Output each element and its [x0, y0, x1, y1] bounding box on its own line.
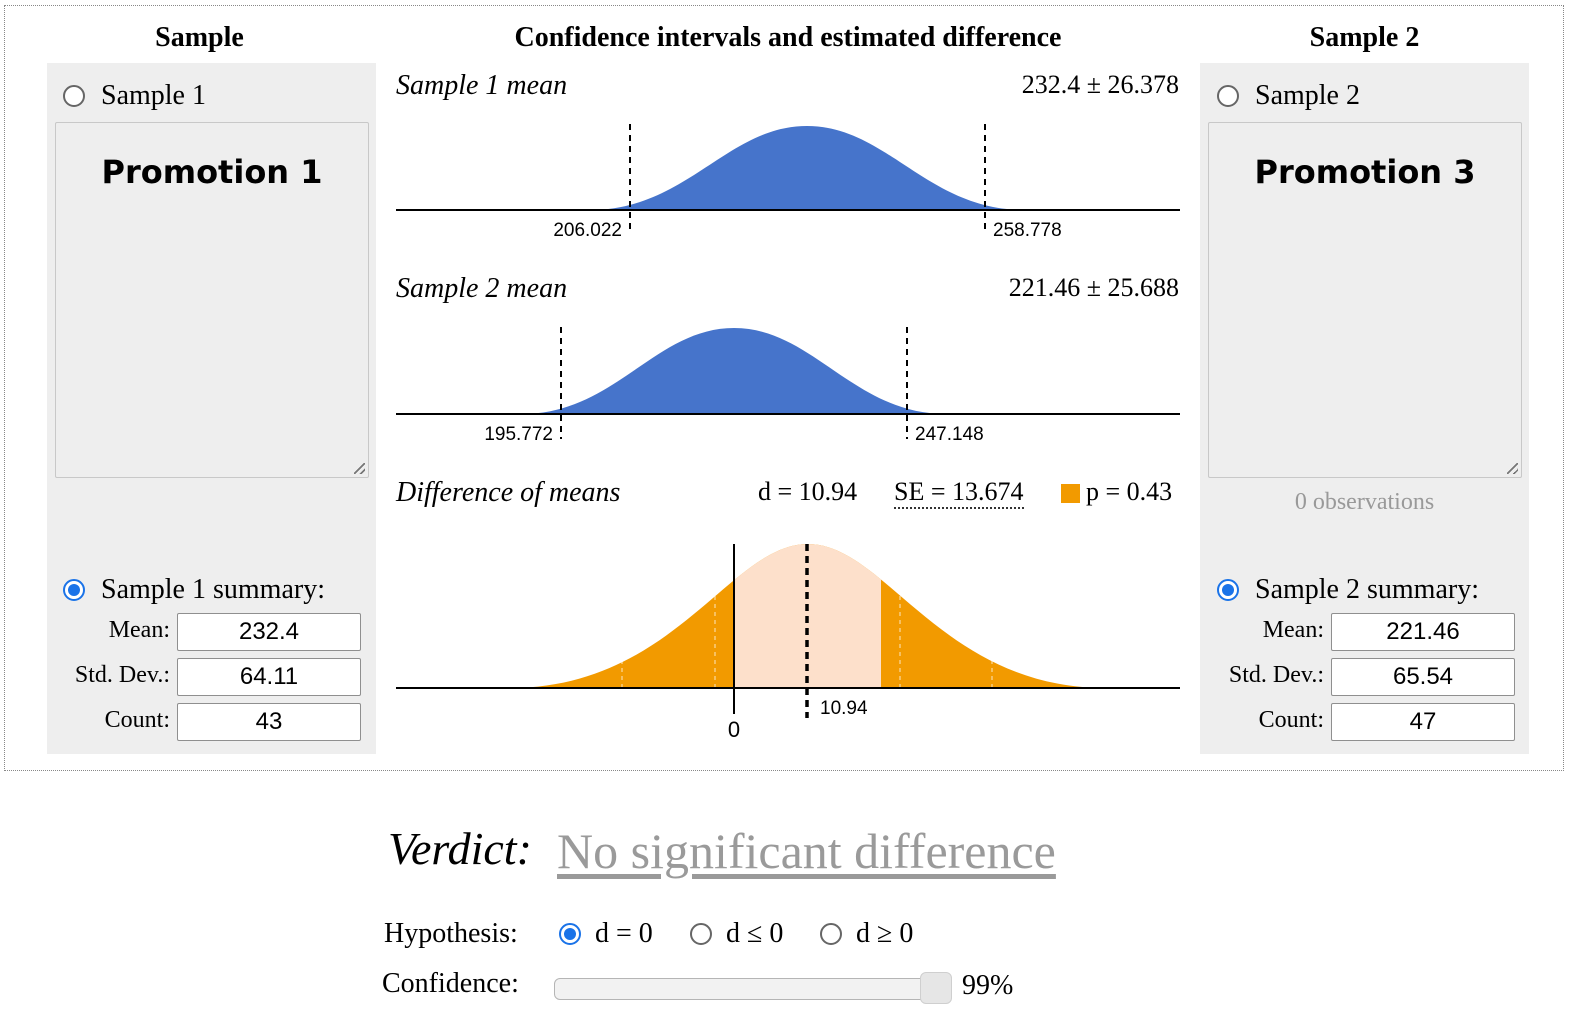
sample-2-mean-interval: 221.46 ± 25.688: [1008, 273, 1179, 302]
sample-2-raw-radio[interactable]: [1217, 85, 1239, 107]
sample-2-count-label: Count:: [1258, 707, 1324, 733]
verdict-value: No significant difference: [557, 823, 1056, 879]
sample-1-raw-option[interactable]: Sample 1: [63, 80, 206, 112]
sample-2-column-title: Sample 2: [1309, 22, 1420, 53]
sample-1-summary-label: Sample 1 summary:: [101, 574, 325, 605]
sample-2-mean-density-chart: 195.772 247.148: [396, 327, 1180, 445]
hypothesis-greater-radio[interactable]: [820, 923, 842, 945]
hypothesis-option-two-sided[interactable]: d = 0: [559, 918, 653, 950]
sample-2-observation-count: 0 observations: [1294, 489, 1435, 515]
sample-1-upper-bound-label: 258.778: [993, 220, 1062, 241]
app-frame: [4, 5, 1564, 771]
confidence-value: 99%: [962, 970, 1014, 1001]
sample-2-summary-radio[interactable]: [1217, 579, 1239, 601]
sample-1-std-input[interactable]: 64.11: [177, 658, 361, 696]
center-column-title: Confidence intervals and estimated diffe…: [514, 22, 1062, 53]
sample-1-mean-interval: 232.4 ± 26.378: [1021, 70, 1179, 99]
sample-1-lower-bound-label: 206.022: [553, 220, 622, 241]
p-value-legend-swatch: [1061, 484, 1080, 503]
difference-estimate-label: 10.94: [820, 698, 868, 719]
sample-2-upper-bound-label: 247.148: [915, 424, 984, 445]
sample-1-summary-option[interactable]: Sample 1 summary:: [63, 574, 325, 606]
hypothesis-two-sided-radio[interactable]: [559, 923, 581, 945]
confidence-label: Confidence:: [382, 968, 519, 999]
hypothesis-two-sided-label: d = 0: [595, 918, 653, 949]
difference-density-chart: 0 10.94: [396, 544, 1180, 742]
hypothesis-less-radio[interactable]: [690, 923, 712, 945]
verdict-label: Verdict:: [388, 823, 532, 874]
sample-2-raw-label: Sample 2: [1255, 80, 1360, 111]
sample-1-std-label: Std. Dev.:: [74, 662, 170, 688]
resize-handle-icon[interactable]: [354, 463, 365, 474]
sample-1-density-curve: [590, 126, 1024, 210]
sample-2-mean-input[interactable]: 221.46: [1331, 613, 1515, 651]
hypothesis-label: Hypothesis:: [384, 918, 518, 949]
sample-1-mean-input[interactable]: 232.4: [177, 613, 361, 651]
confidence-slider-track[interactable]: [554, 978, 952, 1000]
difference-zero-label: 0: [728, 717, 740, 742]
difference-d-value: d = 10.94: [758, 477, 858, 506]
resize-handle-icon[interactable]: [1507, 463, 1518, 474]
sample-2-summary-option[interactable]: Sample 2 summary:: [1217, 574, 1479, 606]
difference-se-value[interactable]: SE = 13.674: [894, 477, 1024, 509]
hypothesis-less-label: d ≤ 0: [726, 918, 784, 949]
sample-2-std-input[interactable]: 65.54: [1331, 658, 1515, 696]
hypothesis-greater-label: d ≥ 0: [856, 918, 914, 949]
sample-2-std-label: Std. Dev.:: [1228, 662, 1324, 688]
hypothesis-option-less[interactable]: d ≤ 0: [690, 918, 783, 950]
sample-1-column-title: Sample: [155, 22, 244, 53]
difference-title: Difference of means: [396, 477, 621, 508]
sample-2-lower-bound-label: 195.772: [484, 424, 553, 445]
sample-2-raw-option[interactable]: Sample 2: [1217, 80, 1360, 112]
sample-2-summary-label: Sample 2 summary:: [1255, 574, 1479, 605]
sample-2-mean-label: Mean:: [1262, 617, 1324, 643]
sample-1-summary-radio[interactable]: [63, 579, 85, 601]
sample-1-mean-density-chart: 206.022 258.778: [396, 124, 1180, 241]
sample-1-raw-label: Sample 1: [101, 80, 206, 111]
sample-1-count-label: Count:: [104, 707, 170, 733]
difference-p-value: p = 0.43: [1086, 477, 1173, 506]
sample-1-raw-radio[interactable]: [63, 85, 85, 107]
sample-2-textarea-text: Promotion 3: [1254, 153, 1476, 191]
confidence-slider-thumb[interactable]: [920, 972, 952, 1004]
sample-1-count-input[interactable]: 43: [177, 703, 361, 741]
sample-2-data-textarea[interactable]: Promotion 3: [1208, 122, 1522, 478]
sample-1-mean-label: Mean:: [108, 617, 170, 643]
sample-2-density-curve: [522, 328, 946, 414]
sample-1-data-textarea[interactable]: Promotion 1: [55, 122, 369, 478]
sample-2-mean-title: Sample 2 mean: [396, 273, 568, 304]
sample-1-mean-title: Sample 1 mean: [396, 70, 568, 101]
sample-2-count-input[interactable]: 47: [1331, 703, 1515, 741]
hypothesis-option-greater[interactable]: d ≥ 0: [820, 918, 913, 950]
sample-1-textarea-text: Promotion 1: [101, 153, 323, 191]
